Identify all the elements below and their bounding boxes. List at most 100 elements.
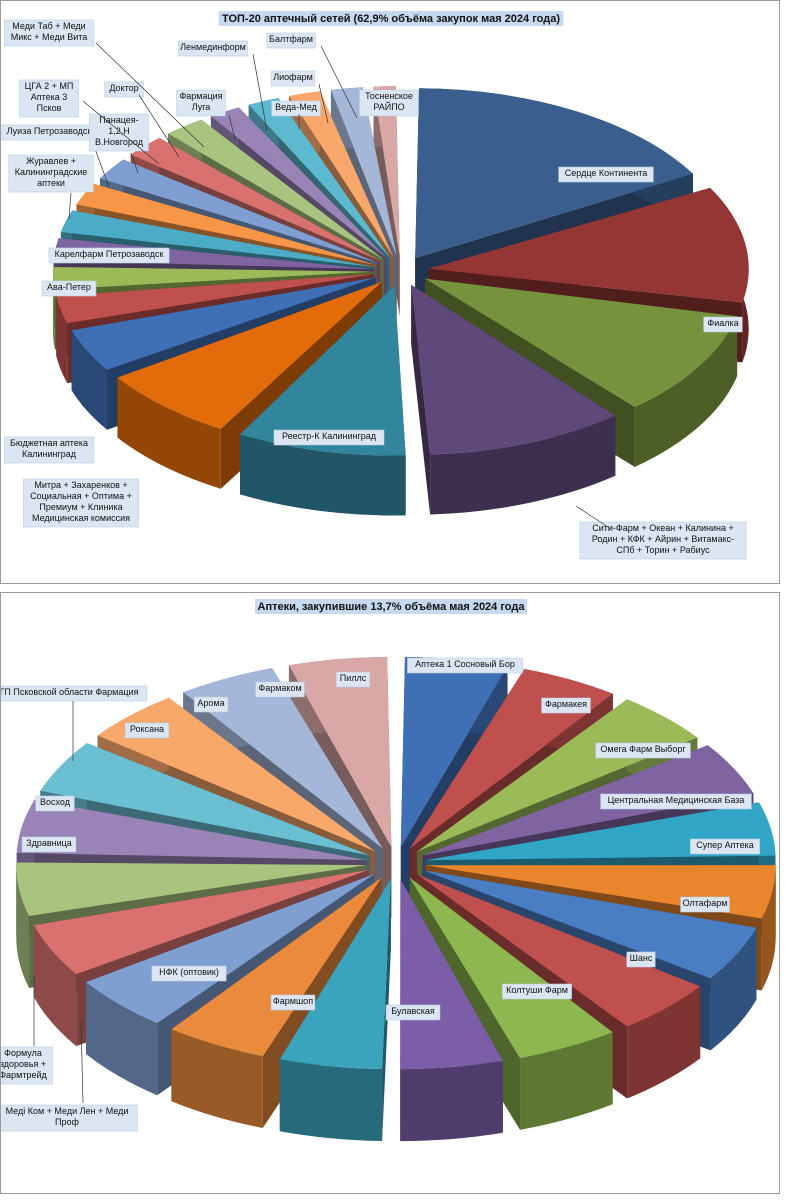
chart-title: Аптеки, закупившие 13,7% объёма мая 2024… [258, 601, 526, 613]
svg-text:Карелфарм Петрозаводск: Карелфарм Петрозаводск [55, 249, 164, 259]
slice-label: Роксана [124, 722, 170, 739]
svg-text:Сити-Фарм + Океан + Калинина +: Сити-Фарм + Океан + Калинина + Родин + КФ… [592, 523, 734, 555]
slice-label: Панацея-1,2,НВ.Новгород [89, 113, 149, 152]
slice-label: Балтфарм [266, 32, 316, 49]
slice-label: Фармация Луга [176, 89, 226, 117]
chart-title-bg [255, 599, 527, 614]
slice-label: Ава-Петер [41, 280, 97, 297]
slice-label: Меди Таб + Меди Микс + Меди Вита [3, 19, 95, 47]
svg-text:Арома: Арома [197, 698, 224, 708]
svg-text:Ленмединформ: Ленмединформ [180, 42, 246, 52]
svg-text:Сердце Континента: Сердце Континента [565, 168, 647, 178]
leader-line [130, 152, 139, 174]
pie-slice [411, 284, 616, 515]
slice-label: ЦГА 2 + МП Аптека 3 Псков [19, 79, 79, 118]
svg-text:ГП Псковской области Фармация: ГП Псковской области Фармация [0, 687, 139, 697]
svg-text:Здравница: Здравница [26, 838, 72, 848]
leader-line [252, 53, 268, 132]
slice-label: Центральная Медицинская База [600, 793, 752, 810]
svg-text:Фармшоп: Фармшоп [273, 996, 313, 1006]
leader-line [228, 114, 236, 140]
slice-label: Бюджетная аптека Калининград [3, 436, 95, 464]
leader-line [320, 45, 358, 119]
pie-slice [279, 879, 391, 1141]
svg-text:Балтфарм: Балтфарм [269, 34, 313, 44]
slice-label: ГП Псковской области Фармация [0, 685, 148, 702]
chart-title: ТОП-20 аптечный сетей (62,9% объёма заку… [222, 13, 560, 25]
slice-label: Сердце Континента [558, 166, 654, 183]
leader-line [318, 83, 329, 124]
svg-text:Доктор: Доктор [109, 83, 138, 93]
slice-label: Здравница [21, 836, 77, 853]
svg-text:Веда-Мед: Веда-Мед [275, 102, 317, 112]
svg-text:Фармакея: Фармакея [545, 699, 587, 709]
svg-text:Колтуши Фарм: Колтуши Фарм [506, 985, 568, 995]
svg-text:Митра + Захаренков +Социальная: Митра + Захаренков + Социальная + Оптима … [30, 480, 132, 523]
slice-label: Митра + Захаренков + Социальная + Оптима … [23, 478, 139, 528]
leader-line [80, 1020, 84, 1104]
chart-pharmacies-13-7: Аптеки, закупившие 13,7% объёма мая 2024… [0, 592, 780, 1194]
chart-title-bg [218, 11, 564, 26]
slice-label: Формула здоровья + Фармтрейд [0, 1046, 53, 1085]
slice-label: Булавская [385, 1004, 441, 1021]
svg-text:Фармаком: Фармаком [258, 683, 301, 693]
slice-label: Сити-Фарм + Океан + Калинина + Родин + КФ… [579, 521, 747, 560]
svg-text:Омега Фарм Выборг: Омега Фарм Выборг [600, 744, 686, 754]
pie-slice [400, 879, 503, 1142]
slice-label: Тосненское РАЙПО [359, 89, 419, 117]
pie-chart-top20: ТОП-20 аптечный сетей (62,9% объёма заку… [1, 11, 749, 560]
leader-line [82, 100, 160, 165]
slice-label: Омега Фарм Выборг [595, 742, 691, 759]
slice-label: Колтуши Фарм [502, 983, 572, 1000]
svg-text:Лиофарм: Лиофарм [273, 72, 313, 82]
svg-text:Супер Аптека: Супер Аптека [696, 840, 753, 850]
slice-label: Реестр-К Калининград [273, 429, 385, 446]
svg-text:Центральная Медицинская База: Центральная Медицинская База [608, 795, 745, 805]
leader-line [138, 94, 180, 158]
slice-label: Медi Ком + Меди Лен + Меди Проф [1, 1104, 138, 1132]
svg-text:Реестр-К Калининград: Реестр-К Калининград [282, 431, 377, 441]
leader-line [575, 505, 612, 530]
pie-chart-pharmacies: Аптеки, закупившие 13,7% объёма мая 2024… [0, 599, 776, 1142]
slice-label: Восход [35, 795, 75, 812]
svg-text:Шанс: Шанс [630, 953, 653, 963]
leader-line [95, 42, 205, 148]
slice-label: Ленмединформ [178, 40, 248, 57]
slice-label: Супер Аптека [690, 838, 760, 855]
svg-text:Ава-Петер: Ава-Петер [47, 282, 91, 292]
slice-label: Фармшоп [270, 994, 316, 1011]
svg-text:Фиалка: Фиалка [707, 318, 738, 328]
slice-label: Веда-Мед [271, 100, 321, 117]
svg-text:Олтафарм: Олтафарм [683, 898, 728, 908]
slice-label: Карелфарм Петрозаводск [48, 247, 170, 264]
svg-text:Луиза Петрозаводск: Луиза Петрозаводск [7, 126, 92, 136]
slice-label: НФК (оптовик) [151, 965, 227, 982]
slice-label: Лиофарм [270, 70, 316, 87]
slice-label: Аптека 1 Сосновый Бор [407, 657, 523, 674]
slice-label: Пиллс [335, 671, 371, 688]
slice-label: Арома [193, 696, 229, 713]
svg-text:Булавская: Булавская [391, 1006, 435, 1016]
slice-label: Доктор [104, 81, 144, 98]
slice-label: Луиза Петрозаводск [1, 124, 100, 141]
slice-label: Шанс [626, 951, 656, 968]
slice-label: Фармаком [255, 681, 305, 698]
leader-line [68, 192, 72, 220]
slice-label: Фиалка [703, 316, 743, 333]
slice-label: Олтафарм [680, 896, 730, 913]
slice-label: Фармакея [541, 697, 591, 714]
svg-text:НФК (оптовик): НФК (оптовик) [159, 967, 219, 977]
svg-text:Роксана: Роксана [130, 724, 164, 734]
svg-text:Восход: Восход [40, 797, 71, 807]
chart-top20-networks: ТОП-20 аптечный сетей (62,9% объёма заку… [0, 0, 780, 584]
slice-label: Журавлев + Калининградские аптеки [8, 154, 94, 193]
svg-text:Аптека 1 Сосновый Бор: Аптека 1 Сосновый Бор [415, 659, 515, 669]
